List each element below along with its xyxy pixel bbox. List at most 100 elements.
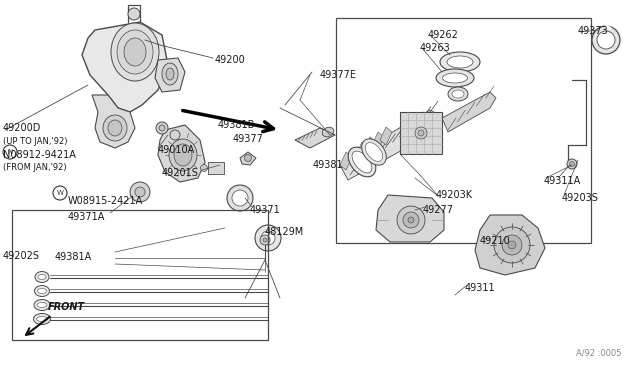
Circle shape (170, 130, 180, 140)
Polygon shape (158, 125, 205, 182)
Bar (12, 210, 268, 340)
Circle shape (156, 122, 168, 134)
Ellipse shape (365, 142, 383, 161)
Text: 49262: 49262 (428, 30, 459, 40)
Polygon shape (92, 95, 135, 148)
Polygon shape (380, 127, 392, 145)
Ellipse shape (261, 231, 275, 245)
Text: 49201S: 49201S (162, 168, 199, 178)
Circle shape (502, 235, 522, 255)
Polygon shape (376, 195, 444, 242)
Circle shape (415, 127, 427, 139)
Circle shape (494, 227, 530, 263)
Circle shape (128, 8, 140, 20)
Ellipse shape (103, 115, 127, 141)
Polygon shape (348, 147, 360, 165)
Circle shape (508, 241, 516, 249)
Circle shape (159, 125, 165, 131)
Text: 49277: 49277 (423, 205, 454, 215)
Ellipse shape (352, 151, 372, 173)
Circle shape (403, 212, 419, 228)
Polygon shape (364, 137, 376, 155)
Circle shape (567, 159, 577, 169)
Circle shape (130, 182, 150, 202)
Bar (208, 162, 224, 174)
Ellipse shape (448, 87, 468, 101)
Ellipse shape (174, 144, 192, 166)
Ellipse shape (169, 139, 197, 171)
Circle shape (397, 206, 425, 234)
Ellipse shape (592, 26, 620, 54)
Text: W08915-2421A: W08915-2421A (68, 196, 143, 206)
Ellipse shape (38, 275, 46, 279)
Ellipse shape (108, 120, 122, 136)
Ellipse shape (452, 90, 464, 98)
Polygon shape (340, 110, 445, 180)
Ellipse shape (447, 56, 473, 68)
Text: 49381A: 49381A (55, 252, 92, 262)
Text: FRONT: FRONT (48, 302, 85, 312)
Ellipse shape (348, 147, 376, 177)
Text: 49373: 49373 (578, 26, 609, 36)
Text: 49381B: 49381B (218, 120, 255, 130)
Circle shape (570, 161, 575, 167)
Circle shape (263, 238, 267, 242)
Text: 49311A: 49311A (544, 176, 581, 186)
Text: 49381: 49381 (313, 160, 344, 170)
Circle shape (200, 164, 207, 171)
Polygon shape (240, 152, 256, 165)
Polygon shape (155, 58, 185, 92)
Circle shape (53, 186, 67, 200)
Circle shape (3, 145, 17, 159)
Ellipse shape (35, 272, 49, 282)
Text: 49010A: 49010A (158, 145, 195, 155)
Ellipse shape (111, 23, 159, 81)
Ellipse shape (227, 185, 253, 211)
Circle shape (418, 130, 424, 136)
Circle shape (244, 154, 252, 161)
Text: 49200: 49200 (215, 55, 246, 65)
Circle shape (260, 235, 270, 245)
Polygon shape (295, 128, 335, 148)
Ellipse shape (597, 31, 615, 49)
Text: 49200D: 49200D (3, 123, 42, 133)
Polygon shape (372, 132, 384, 150)
Ellipse shape (35, 285, 49, 296)
Ellipse shape (442, 73, 467, 83)
Polygon shape (442, 92, 496, 132)
Text: 49210: 49210 (480, 236, 511, 246)
Ellipse shape (37, 302, 47, 308)
Polygon shape (340, 152, 352, 170)
Text: 49371: 49371 (250, 205, 281, 215)
Text: 48129M: 48129M (265, 227, 304, 237)
Ellipse shape (436, 69, 474, 87)
Text: A/92 :0005: A/92 :0005 (577, 349, 622, 358)
Polygon shape (356, 142, 368, 160)
Text: 49263: 49263 (420, 43, 451, 53)
Ellipse shape (33, 314, 51, 324)
Text: 49202S: 49202S (3, 251, 40, 261)
Ellipse shape (166, 68, 174, 80)
Ellipse shape (117, 30, 153, 74)
Bar (400, 112, 442, 154)
Ellipse shape (322, 127, 334, 137)
Text: N08912-9421A: N08912-9421A (3, 150, 76, 160)
Polygon shape (475, 215, 545, 275)
Text: W: W (56, 190, 63, 196)
Circle shape (135, 187, 145, 197)
Text: N: N (8, 149, 13, 155)
Ellipse shape (255, 225, 281, 251)
Text: 49203K: 49203K (436, 190, 473, 200)
Ellipse shape (38, 289, 47, 294)
Circle shape (408, 217, 414, 223)
Polygon shape (82, 22, 168, 112)
Text: 49377E: 49377E (320, 70, 357, 80)
Text: (FROM JAN,'92): (FROM JAN,'92) (3, 163, 67, 172)
Ellipse shape (440, 52, 480, 72)
Text: 49377: 49377 (233, 134, 264, 144)
Ellipse shape (162, 63, 178, 85)
Text: 49371A: 49371A (68, 212, 106, 222)
Ellipse shape (362, 139, 387, 165)
Text: 49311: 49311 (465, 283, 495, 293)
Ellipse shape (232, 190, 248, 206)
